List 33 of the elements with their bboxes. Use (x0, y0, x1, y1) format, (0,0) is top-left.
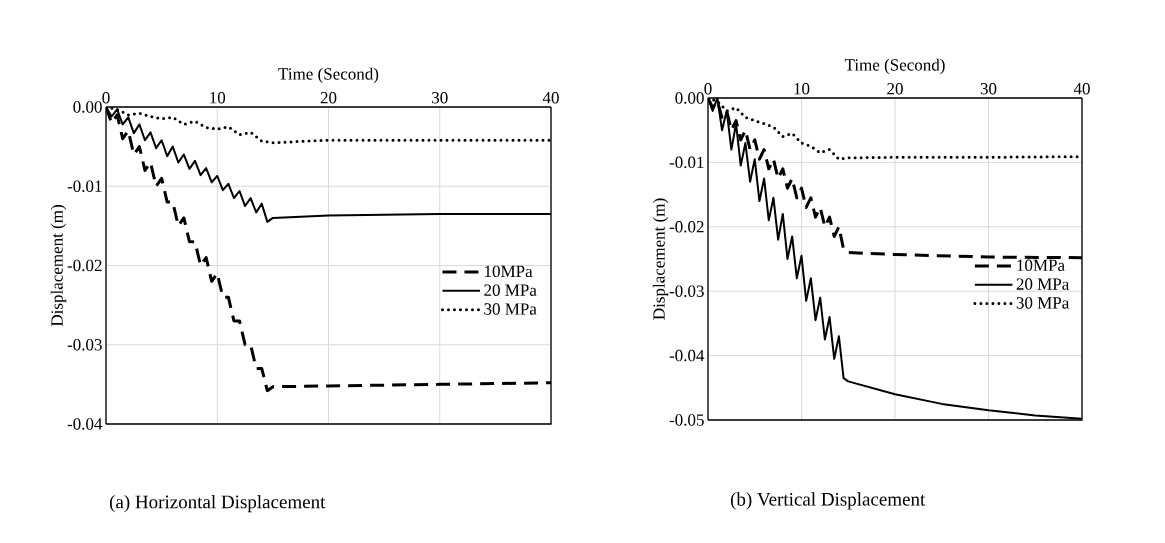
y-tick-label: -0.04 (669, 349, 705, 362)
x-tick-label: 10 (794, 82, 810, 95)
y-tick-label: -0.05 (669, 414, 704, 426)
x-tick-label: 0 (704, 82, 712, 95)
y-tick-label: -0.02 (669, 221, 704, 233)
y-tick-label: 0.00 (73, 101, 102, 113)
y-tick-label: -0.03 (67, 338, 102, 351)
legend-label: 30 MPa (484, 303, 537, 315)
x-tick-label: 20 (887, 82, 903, 95)
x-tick-label: 40 (542, 91, 559, 104)
x-tick-label: 30 (980, 82, 997, 95)
y-tick-label: -0.01 (67, 180, 102, 193)
x-axis-title: Time (Second) (278, 67, 379, 84)
x-tick-label: 20 (320, 91, 337, 104)
y-tick-label: -0.03 (669, 285, 704, 297)
legend-label: 30 MPa (1016, 297, 1070, 309)
legend-label: 20 MPa (484, 284, 537, 296)
x-tick-label: 40 (1073, 82, 1090, 95)
y-tick-label: 0.00 (675, 92, 704, 104)
legend-label: 10MPa (485, 265, 533, 278)
text: (a) Horizontal Displacement (109, 494, 326, 513)
x-tick-label: 10 (210, 91, 226, 104)
legend-label: 10MPa (1017, 259, 1065, 272)
y-axis-title: Displacement (m) (652, 198, 669, 320)
x-tick-label: 0 (102, 91, 110, 104)
legend-label: 20 MPa (1016, 278, 1070, 290)
y-tick-label: -0.04 (67, 418, 103, 430)
y-tick-label: -0.02 (67, 259, 102, 272)
text: (b) Vertical Displacement (730, 492, 926, 510)
x-tick-label: 30 (432, 91, 448, 104)
x-axis-title: Time (Second) (844, 58, 945, 75)
y-tick-label: -0.01 (669, 156, 704, 169)
y-axis-title: Displacement (m) (50, 205, 67, 327)
